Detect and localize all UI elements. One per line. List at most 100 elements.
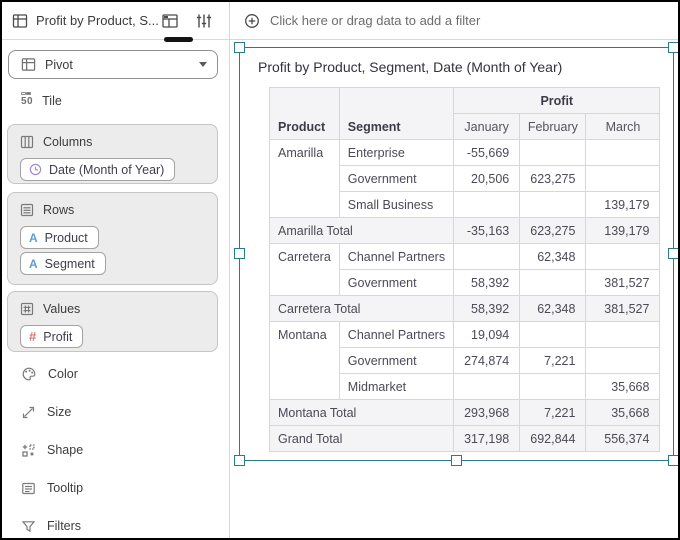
- drop-target-tooltip[interactable]: Tooltip: [8, 476, 218, 500]
- pill-segment[interactable]: A Segment: [20, 252, 106, 275]
- pivot-cell-value[interactable]: 62,348: [519, 243, 587, 270]
- pivot-cell-segment[interactable]: Small Business: [338, 191, 455, 218]
- resize-handle-bottom-right[interactable]: [668, 455, 678, 466]
- measure-header[interactable]: Profit: [453, 87, 661, 114]
- pivot-cell-value[interactable]: 35,668: [585, 373, 661, 400]
- drop-target-filters[interactable]: Filters: [8, 514, 218, 538]
- pivot-cell-value[interactable]: [519, 373, 587, 400]
- pivot-cell-value[interactable]: 317,198: [453, 425, 521, 452]
- pill-profit[interactable]: # Profit: [20, 325, 84, 348]
- pivot-cell-value[interactable]: 139,179: [585, 191, 661, 218]
- pivot-cell-segment[interactable]: Government: [338, 165, 455, 192]
- tab-grammar-icon[interactable]: [161, 12, 179, 30]
- pivot-cell-value[interactable]: 139,179: [585, 217, 661, 244]
- pivot-cell-label[interactable]: Montana Total: [268, 399, 455, 426]
- pivot-cell-value[interactable]: [585, 347, 661, 374]
- drop-target-label: Tooltip: [47, 481, 84, 495]
- pivot-cell-value[interactable]: 274,874: [453, 347, 521, 374]
- pivot-cell-value[interactable]: 692,844: [519, 425, 587, 452]
- selected-visualization[interactable]: Profit by Product, Segment, Date (Month …: [234, 42, 678, 466]
- drop-target-label: Color: [48, 367, 78, 381]
- pivot-cell-value[interactable]: 35,668: [585, 399, 661, 426]
- resize-handle-bottom-left[interactable]: [234, 455, 245, 466]
- pivot-cell-value[interactable]: [519, 191, 587, 218]
- drop-target-label: Shape: [47, 443, 84, 457]
- pivot-cell-label[interactable]: Amarilla Total: [268, 217, 455, 244]
- pivot-cell-segment[interactable]: Channel Partners: [338, 321, 455, 348]
- viz-title: Profit by Product, Segment, Date (Month …: [258, 59, 563, 75]
- pivot-cell-product[interactable]: Carretera: [269, 243, 340, 296]
- pivot-cell-value[interactable]: [585, 243, 661, 270]
- resize-handle-top-right[interactable]: [668, 42, 678, 53]
- pivot-cell-value[interactable]: [585, 165, 661, 192]
- columns-section[interactable]: Columns Date (Month of Year): [7, 124, 218, 184]
- pivot-cell-value[interactable]: 381,527: [585, 295, 661, 322]
- pivot-cell-value[interactable]: [519, 269, 587, 296]
- pivot-cell-value[interactable]: [453, 191, 521, 218]
- pivot-data-row: Government 274,874 7,221: [270, 347, 661, 374]
- pivot-cell-segment[interactable]: Government: [338, 269, 455, 296]
- visualization-canvas[interactable]: Profit by Product, Segment, Date (Month …: [230, 40, 678, 538]
- resize-handle-mid-left[interactable]: [234, 248, 245, 259]
- tooltip-icon: [21, 481, 36, 496]
- pivot-cell-value[interactable]: -55,669: [453, 139, 521, 166]
- resize-handle-top-left[interactable]: [234, 42, 245, 53]
- row-dimension-header[interactable]: Segment: [338, 87, 455, 140]
- filter-bar[interactable]: Click here or drag data to add a filter: [230, 2, 678, 40]
- column-header[interactable]: January: [453, 113, 521, 140]
- pivot-cell-value[interactable]: [519, 139, 587, 166]
- pivot-data-row: Small Business 139,179: [270, 191, 661, 218]
- pivot-cell-value[interactable]: [585, 139, 661, 166]
- pivot-cell-value[interactable]: 19,094: [453, 321, 521, 348]
- pivot-cell-value[interactable]: [453, 373, 521, 400]
- pivot-cell-value[interactable]: 7,221: [519, 399, 587, 426]
- pivot-cell-segment[interactable]: Government: [338, 347, 455, 374]
- pill-label: Product: [44, 230, 88, 245]
- values-section[interactable]: Values # Profit: [7, 291, 218, 352]
- drop-target-label: Filters: [47, 519, 82, 533]
- pivot-cell-value[interactable]: 58,392: [453, 295, 521, 322]
- pivot-cell-product[interactable]: Montana: [269, 321, 340, 400]
- pivot-cell-segment[interactable]: Enterprise: [338, 139, 455, 166]
- pivot-cell-value[interactable]: 556,374: [585, 425, 661, 452]
- pivot-cell-value[interactable]: -35,163: [453, 217, 521, 244]
- column-header[interactable]: March: [585, 113, 661, 140]
- pivot-cell-value[interactable]: [585, 321, 661, 348]
- pivot-cell-value[interactable]: [453, 243, 521, 270]
- pivot-cell-label[interactable]: Grand Total: [268, 425, 455, 452]
- row-dimension-header[interactable]: Product: [269, 87, 340, 140]
- tile-label: Tile: [42, 94, 62, 108]
- pivot-cell-value[interactable]: 623,275: [519, 165, 587, 192]
- pivot-cell-value[interactable]: 623,275: [519, 217, 587, 244]
- viz-type-dropdown[interactable]: Pivot: [8, 50, 218, 79]
- pivot-cell-product[interactable]: Amarilla: [269, 139, 340, 218]
- values-section-label: Values: [43, 302, 81, 316]
- resize-handle-bottom-mid[interactable]: [450, 455, 462, 466]
- pill-label: Date (Month of Year): [49, 162, 165, 177]
- drop-target-color[interactable]: Color: [8, 362, 218, 386]
- pill-product[interactable]: A Product: [20, 226, 99, 249]
- tab-properties-icon[interactable]: [195, 12, 213, 30]
- pivot-cell-value[interactable]: [519, 321, 587, 348]
- pill-date-month-of-year[interactable]: Date (Month of Year): [20, 158, 176, 181]
- pivot-cell-segment[interactable]: Midmarket: [338, 373, 455, 400]
- resize-handle-mid-right[interactable]: [668, 248, 678, 259]
- tile-drop-target[interactable]: 50 Tile: [8, 89, 62, 113]
- pivot-cell-label[interactable]: Carretera Total: [268, 295, 455, 322]
- text-attribute-icon: A: [29, 230, 38, 245]
- pivot-cell-value[interactable]: 381,527: [585, 269, 661, 296]
- drop-target-shape[interactable]: Shape: [8, 438, 218, 462]
- pivot-cell-value[interactable]: 58,392: [453, 269, 521, 296]
- pivot-data-row: Government 20,506 623,275: [270, 165, 661, 192]
- rows-section[interactable]: Rows A Product A Segment: [7, 192, 218, 285]
- column-header[interactable]: February: [519, 113, 587, 140]
- pivot-cell-value[interactable]: 293,968: [453, 399, 521, 426]
- pivot-cell-value[interactable]: 62,348: [519, 295, 587, 322]
- drop-target-size[interactable]: Size: [8, 400, 218, 424]
- rows-section-label: Rows: [43, 203, 75, 217]
- pivot-cell-value[interactable]: 20,506: [453, 165, 521, 192]
- pivot-cell-segment[interactable]: Channel Partners: [338, 243, 455, 270]
- measure-hash-icon: #: [29, 329, 37, 344]
- pivot-cell-value[interactable]: 7,221: [519, 347, 587, 374]
